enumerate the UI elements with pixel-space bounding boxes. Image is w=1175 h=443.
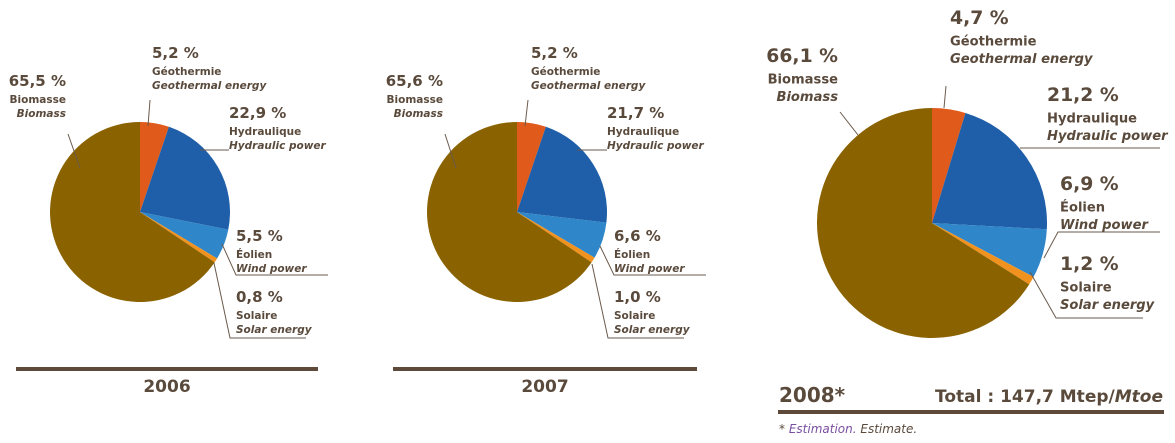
- label-hydraulic-en-2: Hydraulic power: [1047, 129, 1169, 144]
- label-wind-pct-2: 6,9 %: [1060, 174, 1119, 195]
- label-hydraulic-fr-1: Hydraulique: [607, 126, 679, 138]
- label-wind-fr-1: Éolien: [614, 248, 650, 261]
- label-hydraulic-en-0: Hydraulic power: [229, 140, 327, 152]
- slice-hydraulic-2: [932, 112, 1048, 230]
- leader-biomass-0: [67, 133, 81, 169]
- leader-wind-0: [221, 243, 328, 276]
- footnote-fr: Estimation.: [789, 422, 857, 436]
- label-biomass-pct-0: 65,5 %: [9, 72, 66, 90]
- slice-wind-2: [932, 223, 1047, 277]
- label-wind-en-0: Wind power: [236, 263, 307, 275]
- label-solar-en-2: Solar energy: [1060, 298, 1155, 313]
- label-biomass-fr-1: Biomasse: [387, 94, 443, 106]
- slice-geothermal-2: [932, 108, 966, 223]
- label-solar-pct-2: 1,2 %: [1060, 254, 1119, 275]
- label-hydraulic-pct-0: 22,9 %: [229, 104, 286, 122]
- label-solar-en-1: Solar energy: [614, 324, 691, 336]
- label-solar-fr-2: Solaire: [1060, 280, 1112, 295]
- leader-geothermal-0: [147, 99, 151, 127]
- slice-hydraulic-1: [517, 126, 608, 223]
- label-biomass-fr-0: Biomasse: [10, 94, 66, 106]
- slice-geothermal-1: [517, 121, 546, 212]
- label-geothermal-fr-1: Géothermie: [531, 66, 600, 78]
- label-geothermal-en-0: Geothermal energy: [152, 80, 267, 92]
- label-wind-fr-0: Éolien: [236, 248, 272, 261]
- slice-biomass-0: [50, 122, 215, 302]
- label-hydraulic-pct-2: 21,2 %: [1047, 85, 1119, 106]
- leader-wind-1: [599, 245, 706, 276]
- label-wind-en-1: Wind power: [614, 263, 685, 275]
- year-label-2006: 2006: [143, 377, 190, 397]
- label-biomass-pct-1: 65,6 %: [386, 72, 443, 90]
- label-hydraulic-en-1: Hydraulic power: [607, 140, 705, 152]
- year-label-2008: 2008*: [779, 383, 846, 407]
- label-geothermal-pct-2: 4,7 %: [950, 8, 1009, 29]
- slice-wind-1: [517, 212, 607, 258]
- label-wind-pct-0: 5,5 %: [236, 227, 283, 245]
- total-unit-en: Mtoe: [1115, 387, 1163, 407]
- slice-hydraulic-0: [140, 126, 231, 230]
- leader-solar-0: [213, 262, 306, 339]
- label-solar-en-0: Solar energy: [236, 324, 313, 336]
- label-solar-pct-1: 1,0 %: [614, 288, 661, 306]
- slice-solar-0: [140, 212, 218, 263]
- label-biomass-en-1: Biomass: [394, 108, 443, 120]
- label-solar-fr-0: Solaire: [236, 310, 277, 322]
- charts-layer: 5,2 % Géothermie Geothermal energy 22,9 % Hy…: [9, 8, 1169, 339]
- label-biomass-en-0: Biomass: [17, 108, 66, 120]
- label-hydraulic-pct-1: 21,7 %: [607, 104, 664, 122]
- slice-solar-1: [517, 212, 595, 263]
- label-geothermal-en-2: Geothermal energy: [950, 52, 1093, 67]
- footnote-mark: *: [779, 422, 789, 436]
- label-biomass-pct-2: 66,1 %: [766, 46, 838, 67]
- leader-geothermal-1: [524, 99, 529, 127]
- label-wind-fr-2: Éolien: [1060, 199, 1105, 215]
- leader-solar-1: [591, 263, 684, 339]
- leader-biomass-2: [839, 111, 859, 136]
- leader-solar-2: [1029, 271, 1143, 319]
- year-bar-2008: [778, 410, 1164, 414]
- total-label: Total : 147,7 Mtep/Mtoe: [935, 387, 1163, 407]
- footnote: * Estimation. Estimate.: [779, 422, 917, 436]
- label-hydraulic-fr-2: Hydraulique: [1047, 111, 1137, 126]
- total-value: Total : 147,7 Mtep/: [935, 387, 1116, 407]
- slice-geothermal-0: [140, 122, 169, 212]
- year-label-2007: 2007: [521, 377, 568, 397]
- year-bar-2006: [16, 367, 318, 371]
- label-geothermal-fr-0: Géothermie: [152, 66, 221, 78]
- slice-solar-2: [932, 223, 1034, 285]
- leader-geothermal-2: [943, 85, 947, 109]
- leader-wind-2: [1043, 231, 1160, 259]
- label-hydraulic-fr-0: Hydraulique: [229, 126, 301, 138]
- footnote-en: Estimate.: [857, 422, 918, 436]
- slice-biomass-2: [816, 108, 1030, 338]
- label-biomass-en-2: Biomass: [776, 90, 838, 105]
- slice-wind-0: [140, 212, 229, 259]
- label-geothermal-pct-0: 5,2 %: [152, 44, 199, 62]
- label-wind-en-2: Wind power: [1060, 218, 1150, 233]
- label-geothermal-en-1: Geothermal energy: [531, 80, 646, 92]
- label-biomass-fr-2: Biomasse: [768, 72, 839, 87]
- label-solar-pct-0: 0,8 %: [236, 288, 283, 306]
- leader-biomass-1: [444, 133, 457, 169]
- label-geothermal-pct-1: 5,2 %: [531, 44, 578, 62]
- label-geothermal-fr-2: Géothermie: [950, 34, 1037, 49]
- slice-biomass-1: [427, 122, 592, 302]
- label-solar-fr-1: Solaire: [614, 310, 655, 322]
- year-bar-2007: [393, 367, 697, 371]
- label-wind-pct-1: 6,6 %: [614, 227, 661, 245]
